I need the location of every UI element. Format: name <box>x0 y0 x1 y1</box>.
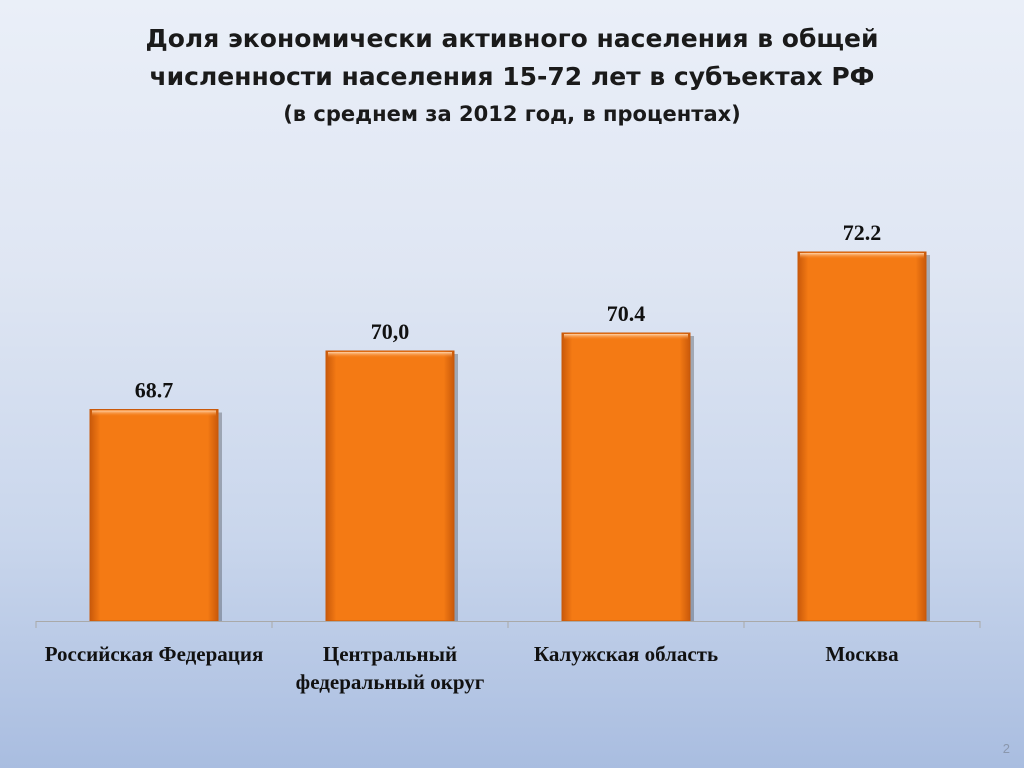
bar-highlight <box>328 352 452 358</box>
category-label-kaluga-region: Калужская область <box>508 640 744 668</box>
bar-highlight <box>92 411 216 417</box>
data-label: 70.4 <box>607 301 646 326</box>
data-label: 70,0 <box>371 319 410 344</box>
bar-3 <box>562 333 690 621</box>
data-label: 72.2 <box>843 220 882 245</box>
category-label-russian-federation: Российская Федерация <box>36 640 272 668</box>
slide-number: 2 <box>1003 741 1010 756</box>
bar-highlight <box>564 334 688 340</box>
data-label: 68.7 <box>135 378 174 403</box>
bar-4 <box>798 252 926 621</box>
bar-2 <box>326 351 454 621</box>
category-label-moscow: Москва <box>744 640 980 668</box>
bar-highlight <box>800 253 924 259</box>
category-label-central-federal-district: Центральный федеральный округ <box>272 640 508 696</box>
bar-1 <box>90 410 218 622</box>
